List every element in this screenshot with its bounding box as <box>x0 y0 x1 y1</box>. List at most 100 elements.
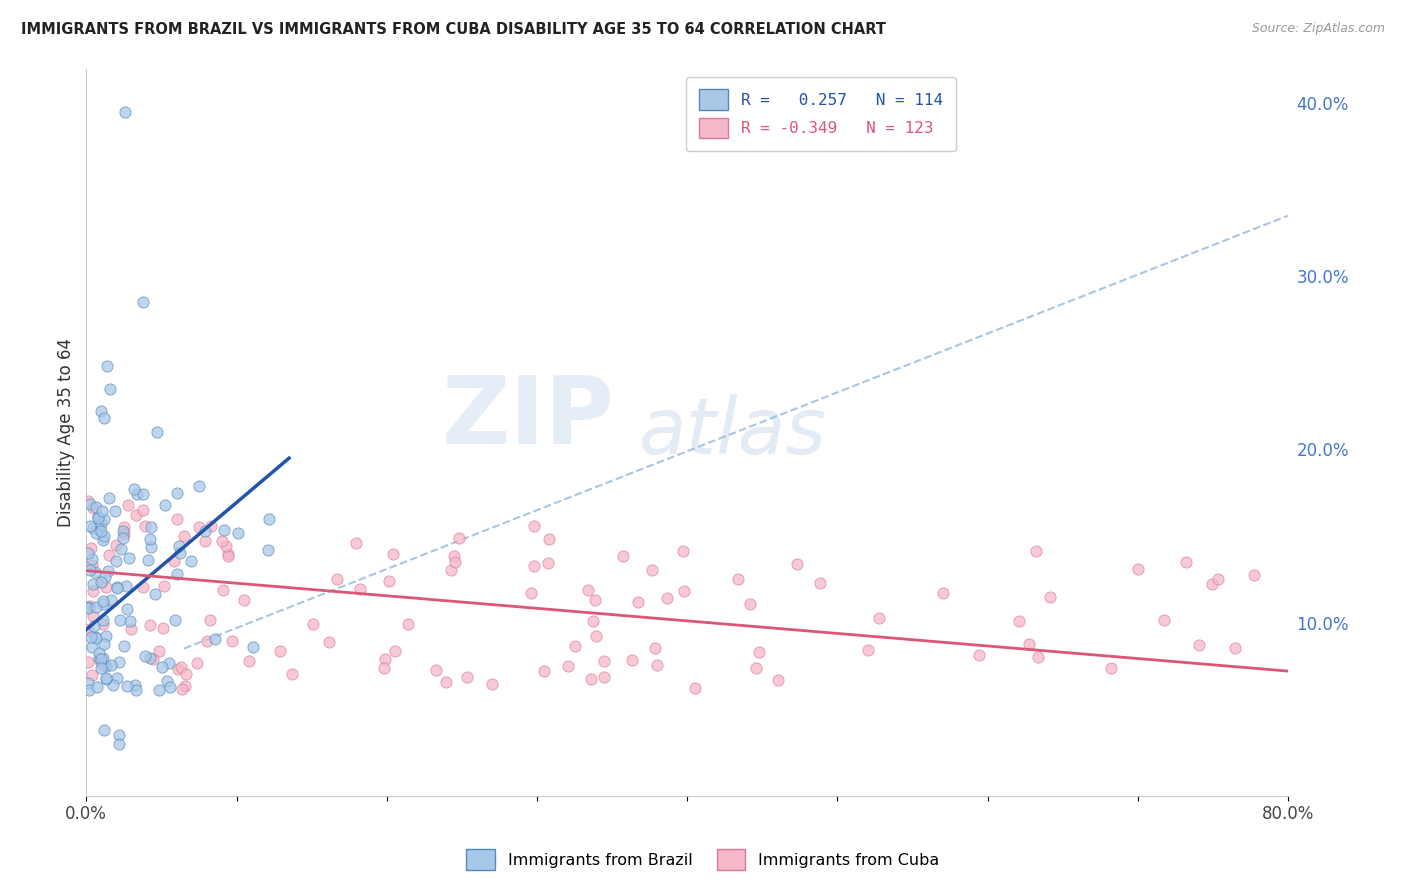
Point <box>132 503 155 517</box>
Point <box>537 533 560 547</box>
Point <box>868 611 890 625</box>
Point <box>90 516 112 531</box>
Point <box>523 519 546 533</box>
Point <box>217 547 239 561</box>
Point <box>104 504 127 518</box>
Point <box>1243 568 1265 582</box>
Point <box>120 614 142 628</box>
Point <box>90 524 112 538</box>
Point <box>170 660 193 674</box>
Point <box>114 104 136 119</box>
Point <box>156 673 179 688</box>
Point <box>80 558 103 572</box>
Point <box>188 520 211 534</box>
Point <box>86 526 108 541</box>
Point <box>211 534 233 549</box>
Point <box>76 493 98 508</box>
Point <box>1188 638 1211 652</box>
Point <box>373 661 395 675</box>
Point <box>111 524 134 538</box>
Point <box>1206 572 1229 586</box>
Point <box>79 519 101 533</box>
Point <box>77 599 100 614</box>
Point <box>91 613 114 627</box>
Point <box>167 662 190 676</box>
Point <box>108 728 131 742</box>
Point <box>211 582 233 597</box>
Point <box>443 549 465 563</box>
Point <box>167 540 190 554</box>
Point <box>97 548 120 562</box>
Point <box>86 680 108 694</box>
Point <box>582 614 605 628</box>
Point <box>76 546 98 560</box>
Point <box>84 599 107 614</box>
Point <box>592 670 614 684</box>
Point <box>1008 614 1031 628</box>
Text: ZIP: ZIP <box>441 372 614 464</box>
Point <box>434 675 457 690</box>
Point <box>655 591 678 605</box>
Point <box>82 640 104 655</box>
Point <box>226 525 249 540</box>
Point <box>932 586 955 600</box>
Point <box>90 574 112 589</box>
Point <box>79 599 101 613</box>
Point <box>115 679 138 693</box>
Point <box>104 538 127 552</box>
Point <box>200 613 222 627</box>
Point <box>134 519 156 533</box>
Point <box>204 632 226 646</box>
Point <box>157 656 180 670</box>
Point <box>79 564 101 578</box>
Point <box>112 639 135 653</box>
Point <box>93 637 115 651</box>
Point <box>481 677 503 691</box>
Point <box>96 629 118 643</box>
Point <box>91 597 114 611</box>
Point <box>533 664 555 678</box>
Point <box>84 566 107 580</box>
Point <box>745 660 768 674</box>
Point <box>856 643 879 657</box>
Point <box>93 512 115 526</box>
Point <box>96 359 118 374</box>
Point <box>766 673 789 687</box>
Point <box>86 511 108 525</box>
Point <box>593 654 616 668</box>
Point <box>152 621 174 635</box>
Point <box>194 524 217 539</box>
Point <box>100 592 122 607</box>
Point <box>139 651 162 665</box>
Point <box>91 533 114 548</box>
Point <box>384 644 406 658</box>
Point <box>91 503 114 517</box>
Point <box>349 582 371 597</box>
Point <box>163 613 186 627</box>
Point <box>180 554 202 568</box>
Point <box>1223 641 1246 656</box>
Point <box>90 575 112 590</box>
Point <box>93 570 115 584</box>
Point <box>105 581 128 595</box>
Point <box>84 630 107 644</box>
Point <box>396 617 419 632</box>
Point <box>87 514 110 528</box>
Point <box>1025 544 1047 558</box>
Point <box>173 529 195 543</box>
Y-axis label: Disability Age 35 to 64: Disability Age 35 to 64 <box>58 338 75 526</box>
Point <box>301 616 323 631</box>
Point <box>166 485 188 500</box>
Point <box>166 512 188 526</box>
Point <box>644 641 666 656</box>
Point <box>111 531 134 545</box>
Point <box>645 658 668 673</box>
Point <box>520 586 543 600</box>
Point <box>134 648 156 663</box>
Point <box>148 683 170 698</box>
Point <box>153 498 176 512</box>
Point <box>1126 562 1149 576</box>
Point <box>80 630 103 644</box>
Point <box>103 678 125 692</box>
Point <box>82 500 104 515</box>
